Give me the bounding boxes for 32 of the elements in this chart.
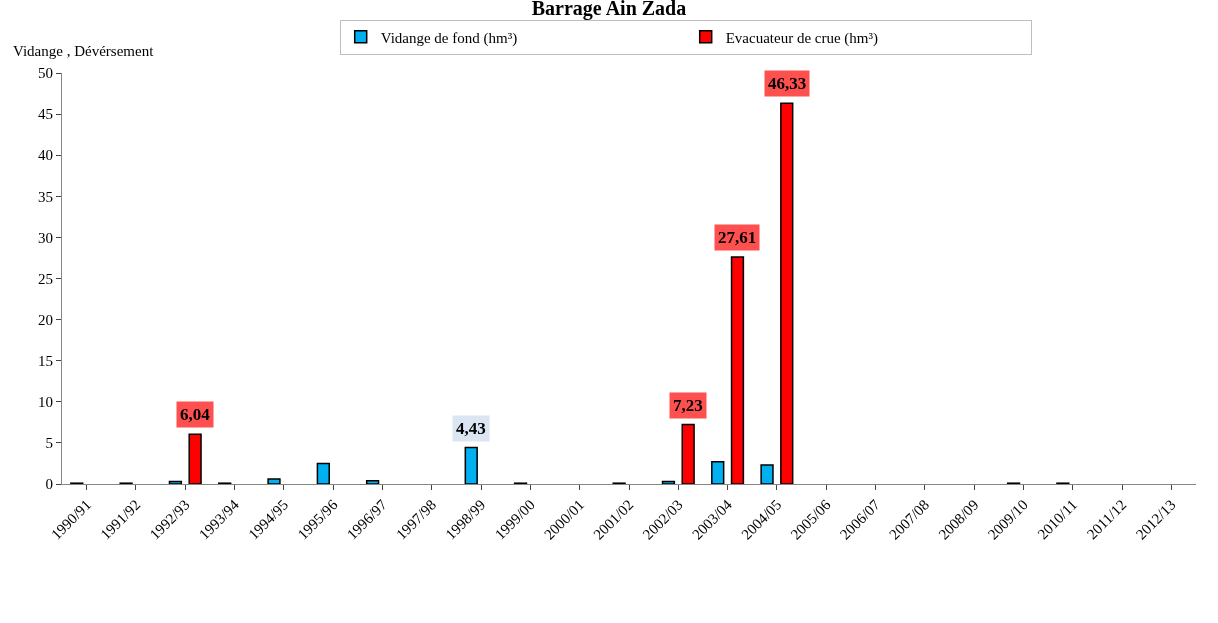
bar — [316, 462, 330, 484]
bar — [760, 464, 774, 484]
bar — [711, 461, 725, 484]
y-tick-label: 25 — [38, 270, 53, 287]
bar — [464, 446, 478, 484]
y-tick-label: 0 — [45, 476, 53, 493]
bar — [365, 479, 380, 484]
y-tick-label: 10 — [38, 394, 53, 411]
bar — [681, 423, 695, 484]
y-tick-label: 50 — [38, 65, 53, 82]
bar — [661, 480, 676, 484]
y-tick-label: 35 — [38, 188, 53, 205]
y-tick-label: 30 — [38, 229, 53, 246]
y-axis-title: Vidange , Dévérsement — [13, 43, 155, 59]
legend-label: Vidange de fond (hm³) — [380, 29, 518, 47]
bar — [168, 480, 183, 484]
y-tick-label: 40 — [38, 147, 53, 164]
y-tick-label: 45 — [38, 106, 53, 123]
data-label: 27,61 — [718, 228, 757, 247]
data-label: 46,33 — [768, 74, 807, 93]
data-label: 4,43 — [456, 419, 486, 438]
y-tick-label: 15 — [38, 352, 53, 369]
data-label: 7,23 — [673, 396, 703, 415]
bar — [780, 102, 794, 484]
chart-title: Barrage Ain Zada — [531, 0, 687, 21]
legend-label: Evacuateur de crue (hm³) — [725, 29, 879, 47]
y-tick-label: 20 — [38, 311, 53, 328]
bar — [730, 256, 745, 484]
bar — [188, 433, 202, 484]
y-tick-label: 5 — [45, 435, 53, 452]
bar — [267, 478, 281, 484]
data-label: 6,04 — [180, 405, 211, 424]
